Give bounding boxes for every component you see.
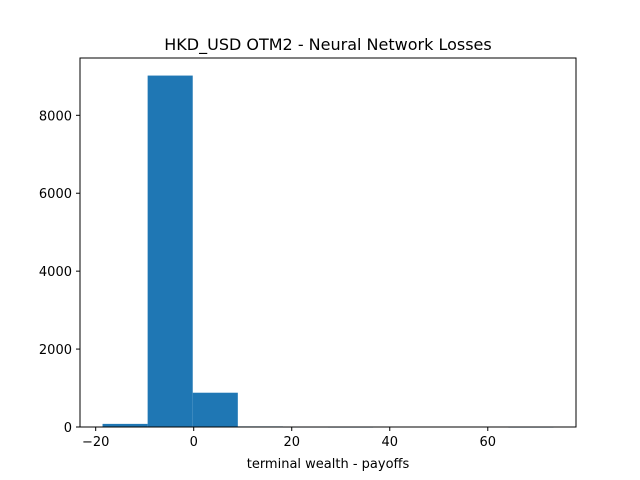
y-tick-label: 6000 bbox=[39, 187, 72, 202]
x-tick-label: 0 bbox=[190, 435, 198, 450]
histogram-bar bbox=[192, 392, 238, 427]
x-tick-label: 20 bbox=[283, 435, 300, 450]
x-axis-ticks: −20 0 20 40 60 bbox=[82, 427, 496, 450]
y-axis-ticks: 0 2000 4000 6000 8000 bbox=[39, 109, 80, 436]
plot-frame bbox=[79, 57, 577, 428]
histogram-bars bbox=[102, 75, 554, 428]
x-axis-label: terminal wealth - payoffs bbox=[247, 457, 410, 472]
chart-title: HKD_USD OTM2 - Neural Network Losses bbox=[164, 35, 491, 55]
x-tick-label: −20 bbox=[82, 435, 109, 450]
histogram-bar bbox=[147, 75, 193, 428]
histogram-bar bbox=[102, 423, 148, 427]
y-tick-label: 2000 bbox=[39, 343, 72, 358]
x-tick-label: 60 bbox=[480, 435, 497, 450]
y-tick-label: 8000 bbox=[39, 109, 72, 124]
x-tick-label: 40 bbox=[381, 435, 398, 450]
y-tick-label: 4000 bbox=[39, 265, 72, 280]
y-tick-label: 0 bbox=[64, 421, 72, 436]
